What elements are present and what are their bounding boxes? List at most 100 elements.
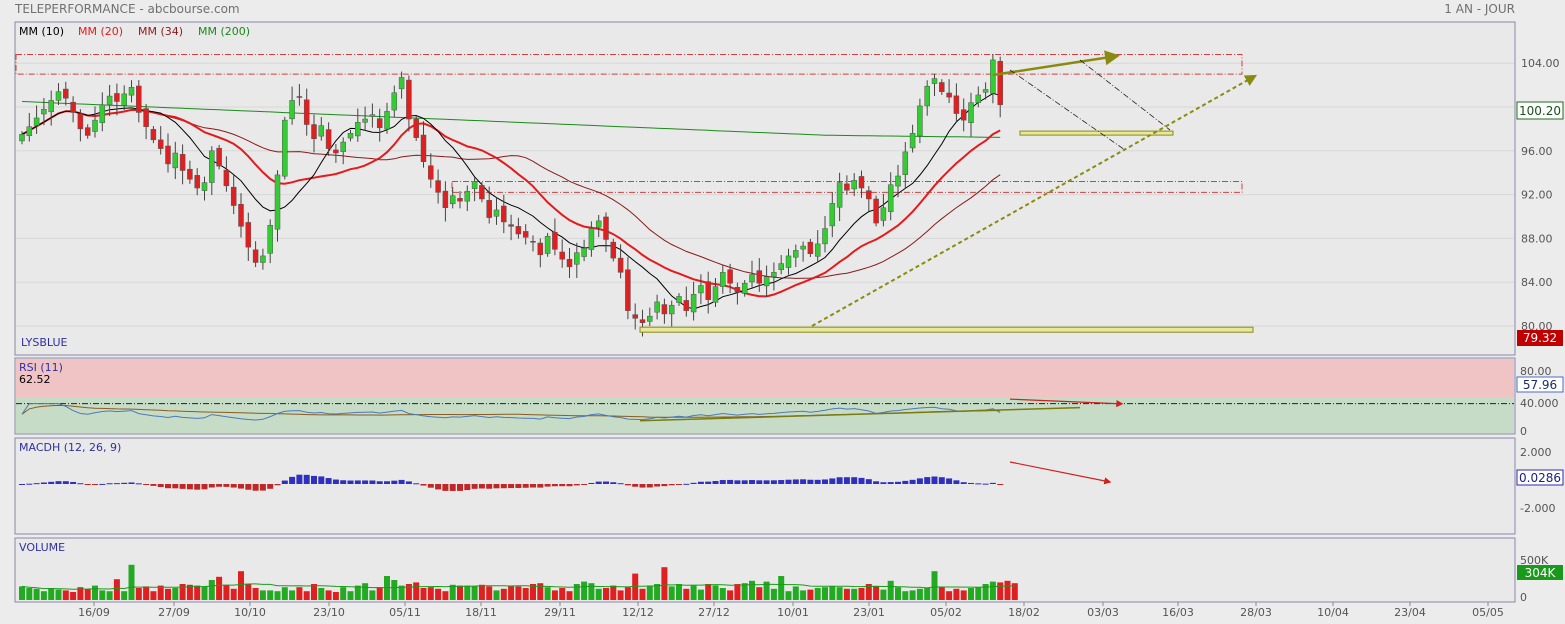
volume-bar: [968, 588, 974, 600]
x-tick-label: 05/02: [930, 606, 962, 619]
macdh-bar: [186, 484, 193, 490]
support-band: [639, 326, 1254, 333]
volume-bar: [19, 586, 25, 600]
volume-bar: [624, 587, 631, 600]
volume-last-box: [1517, 565, 1563, 580]
volume-bar: [654, 584, 661, 600]
volume-bar: [938, 587, 945, 600]
macdh-bar: [515, 484, 522, 488]
macdh-bar: [938, 477, 945, 484]
candle: [340, 137, 346, 165]
volume-bar: [135, 588, 142, 600]
candle: [282, 116, 288, 180]
volume-bar: [70, 592, 77, 600]
macdh-bar: [522, 484, 529, 488]
candle: [676, 293, 682, 306]
candle: [201, 176, 208, 201]
macdh-bar: [223, 484, 230, 487]
macdh-bar: [230, 484, 237, 488]
volume-bar: [530, 584, 536, 600]
candle: [311, 114, 317, 153]
macdh-bar: [347, 480, 354, 484]
macdh-bar: [887, 482, 894, 484]
mm200-line: [21, 101, 1001, 138]
volume-bar: [858, 588, 865, 600]
volume-bar: [843, 588, 850, 600]
candle: [581, 239, 587, 262]
candle: [501, 194, 507, 234]
volume-bar: [223, 584, 230, 600]
macdh-bar: [785, 479, 792, 484]
macdh-bar: [924, 477, 931, 484]
macdh-bar: [486, 484, 493, 489]
macdh-bar: [814, 479, 821, 484]
macdh-bar: [281, 480, 288, 484]
candle: [741, 280, 748, 297]
volume-bar: [960, 590, 967, 600]
macdh-bar: [194, 484, 201, 490]
macdh-bar: [449, 484, 456, 491]
macdh-bar: [975, 483, 982, 485]
x-tick-label: 18/11: [465, 606, 497, 619]
volume-bar: [989, 581, 996, 600]
price-tick-label: 92.00: [1521, 189, 1553, 202]
volume-bar: [157, 585, 164, 600]
candle: [493, 197, 500, 225]
candle: [77, 109, 84, 142]
candle: [771, 262, 777, 291]
volume-tick-0: 0: [1520, 591, 1527, 604]
candle: [289, 86, 295, 125]
macdh-bar: [632, 484, 639, 487]
rsi-title: RSI (11): [19, 361, 63, 374]
trend-annotations: [639, 50, 1258, 333]
macdh-bar: [851, 477, 858, 484]
macdh-bar: [427, 484, 434, 488]
macdh-bar: [676, 484, 682, 485]
candle: [749, 260, 755, 288]
macdh-bar: [778, 480, 785, 484]
candle: [566, 248, 573, 279]
candle: [449, 187, 456, 209]
candle: [793, 244, 799, 268]
candle: [975, 86, 982, 108]
chart-title: TELEPERFORMANCE - abcbourse.com: [14, 2, 240, 16]
volume-bar: [40, 591, 47, 600]
macdh-bar: [55, 481, 62, 484]
volume-bar: [201, 586, 208, 600]
candle: [909, 124, 916, 153]
volume-bar: [62, 590, 69, 600]
mm10-line: [21, 92, 1001, 310]
candle: [384, 102, 390, 134]
candle: [442, 181, 449, 222]
volume-bar: [478, 584, 485, 600]
candle: [41, 98, 47, 126]
volume-bar: [303, 591, 310, 600]
macdh-bar: [311, 475, 317, 484]
watermark: LYSBLUE: [21, 336, 68, 349]
candle: [530, 235, 536, 252]
candle: [106, 84, 113, 116]
candle: [720, 265, 726, 294]
candle: [121, 85, 127, 111]
candle: [245, 212, 252, 261]
candle: [362, 106, 368, 131]
x-tick-label: 10/04: [1317, 606, 1349, 619]
volume-bar: [48, 588, 55, 600]
candle: [705, 271, 711, 314]
candle: [617, 244, 624, 279]
volume-bar: [851, 588, 858, 600]
candle: [63, 81, 69, 106]
volume-bar: [296, 587, 303, 600]
macdh-bar: [332, 479, 339, 484]
volume-bar: [588, 583, 595, 600]
macdh-bar: [537, 484, 544, 488]
x-tick-label: 27/12: [698, 606, 730, 619]
candle: [398, 71, 405, 99]
volume-bar: [975, 587, 982, 600]
price-tick-label: 96.00: [1521, 145, 1553, 158]
channel-line-lower: [1009, 69, 1126, 151]
price-panel: [14, 21, 1516, 356]
volume-bar: [982, 584, 989, 600]
volume-bar: [281, 587, 288, 600]
